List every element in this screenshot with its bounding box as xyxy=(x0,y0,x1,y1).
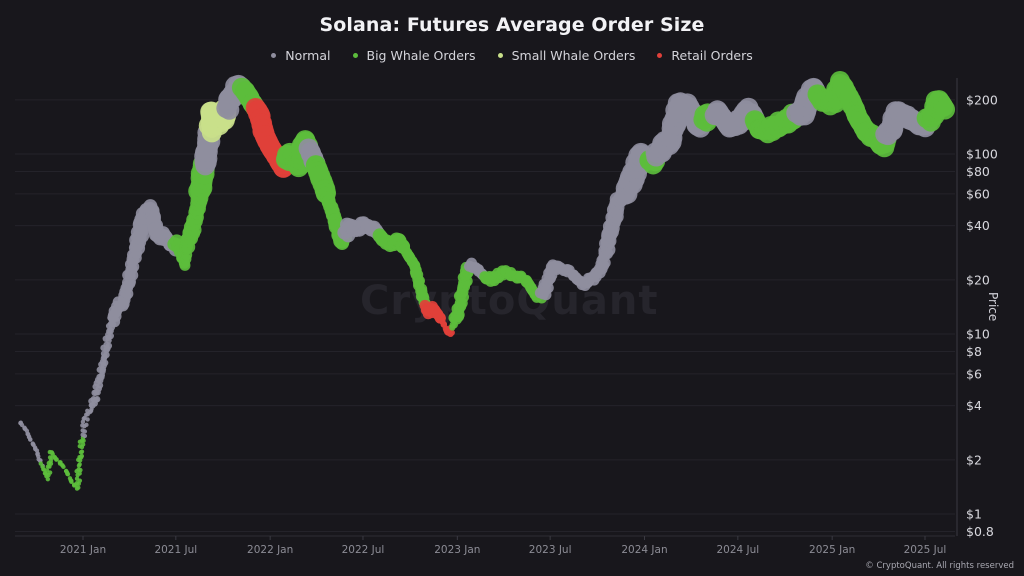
y-tick-label: $80 xyxy=(966,164,990,179)
x-tick-label: 2022 Jul xyxy=(342,544,385,556)
y-tick-label: $40 xyxy=(966,218,990,233)
y-tick-label: $6 xyxy=(966,366,982,381)
legend-dot-icon xyxy=(497,53,503,58)
copyright: © CryptoQuant. All rights reserved xyxy=(865,561,1014,571)
y-tick-label: $0.8 xyxy=(966,524,994,539)
x-tick-label: 2024 Jan xyxy=(621,544,667,556)
y-axis-label: Price xyxy=(986,292,1000,322)
gridlines xyxy=(15,99,955,532)
chart-title: Solana: Futures Average Order Size xyxy=(319,14,705,36)
y-tick-label: $4 xyxy=(966,398,982,413)
x-tick-label: 2025 Jan xyxy=(809,544,855,556)
x-tick-label: 2023 Jan xyxy=(434,544,480,556)
y-tick-label: $100 xyxy=(966,147,998,162)
y-tick-label: $8 xyxy=(966,344,982,359)
y-tick-label: $20 xyxy=(966,272,990,287)
y-axis-ticks: $200 $100 $80 $60 $40 $20 $10 $8 $6 $4 $2 $1 $0.8 xyxy=(966,92,998,539)
scatter-points xyxy=(18,71,956,491)
legend-label: Big Whale Orders xyxy=(366,48,476,63)
watermark: CryptoQuant xyxy=(360,278,659,324)
legend-item-big-whale[interactable]: Big Whale Orders xyxy=(352,48,476,63)
x-tick-label: 2025 Jul xyxy=(904,544,947,556)
y-tick-label: $2 xyxy=(966,452,982,467)
legend-label: Retail Orders xyxy=(671,48,753,63)
legend-item-normal[interactable]: Normal xyxy=(271,48,331,63)
y-tick-label: $60 xyxy=(966,186,990,201)
y-tick-label: $200 xyxy=(966,92,998,107)
legend-label: Small Whale Orders xyxy=(511,48,636,63)
x-tick-label: 2022 Jan xyxy=(247,544,293,556)
legend: Normal Big Whale Orders Small Whale Orde… xyxy=(0,48,1024,63)
x-axis-ticks: 2021 Jan 2021 Jul 2022 Jan 2022 Jul 2023 Jan… xyxy=(60,536,946,556)
y-tick-label: $1 xyxy=(966,507,982,522)
x-tick-label: 2021 Jul xyxy=(154,544,197,556)
x-tick-label: 2021 Jan xyxy=(60,544,106,556)
x-tick-label: 2023 Jul xyxy=(529,544,572,556)
legend-dot-icon xyxy=(352,53,358,58)
legend-item-small-whale[interactable]: Small Whale Orders xyxy=(497,48,636,63)
x-tick-label: 2024 Jul xyxy=(716,544,759,556)
legend-dot-icon xyxy=(271,53,277,58)
legend-item-retail[interactable]: Retail Orders xyxy=(657,48,753,63)
legend-label: Normal xyxy=(285,48,331,63)
legend-dot-icon xyxy=(657,53,663,58)
y-tick-label: $10 xyxy=(966,327,990,342)
